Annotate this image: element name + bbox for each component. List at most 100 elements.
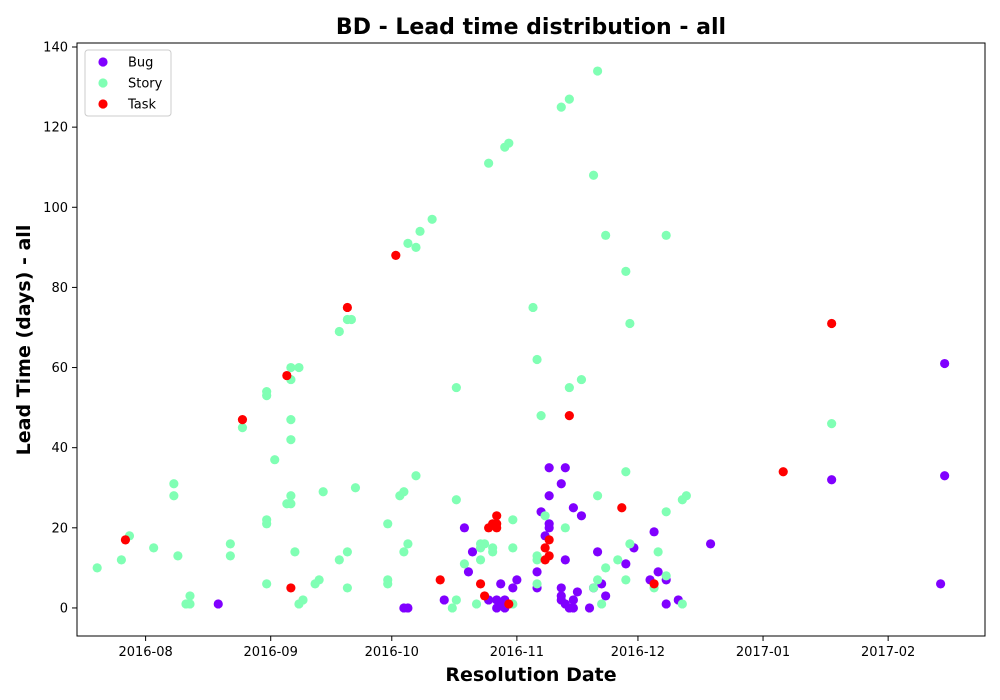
data-point-bug [556,479,566,489]
data-point-task [504,599,514,609]
legend-marker-task [98,99,108,109]
x-tick-label: 2016-09 [244,645,298,660]
data-point-story [399,547,409,557]
data-point-story [286,491,296,501]
data-point-story [621,266,631,276]
data-point-bug [532,567,542,577]
legend-marker-story [98,78,108,88]
data-point-story [334,326,344,337]
y-tick-label: 60 [51,361,68,376]
data-point-story [350,483,361,493]
data-point-story [225,551,235,561]
data-point-story [411,471,421,481]
series-bug [213,358,950,613]
data-point-story [342,547,352,557]
data-point-story [564,382,574,393]
data-point-story [592,575,603,585]
data-point-bug [705,539,716,549]
x-tick-label: 2016-12 [611,645,665,660]
data-point-story [588,583,599,593]
data-point-story [334,555,344,565]
data-point-story [588,170,599,180]
y-tick-label: 140 [43,41,68,56]
data-point-story [661,571,671,581]
data-point-story [403,539,413,549]
data-point-bug [649,527,659,537]
data-point-story [613,555,623,565]
x-axis: 2016-08 2016-09 2016-10 2016-11 2016-12 2017-… [118,636,915,660]
data-point-story [415,226,425,236]
data-point-bug [576,511,587,521]
y-tick-label: 40 [51,441,68,456]
data-point-story [576,374,587,385]
data-point-story [451,382,461,393]
data-point-task [540,543,550,553]
x-tick-label: 2016-10 [365,645,419,660]
data-point-story [451,595,461,605]
data-point-story [479,539,490,549]
data-point-bug [459,523,470,533]
data-point-story [653,547,663,557]
data-point-task [237,415,248,425]
data-point-bug [467,547,478,557]
data-point-story [342,583,352,593]
y-tick-label: 120 [43,121,68,136]
data-point-story [92,563,102,573]
data-point-bug [556,583,566,593]
data-point-task [435,575,445,585]
data-point-story [451,495,461,505]
y-tick-label: 100 [43,201,68,216]
y-axis: 0 20 40 60 80 100 120 140 [43,41,77,616]
legend-label-task: Task [127,98,157,113]
data-point-bug [544,491,554,501]
data-point-task [286,583,296,593]
data-point-story [286,415,296,425]
data-point-bug [508,583,518,593]
data-point-task [617,503,627,513]
data-point-story [592,491,603,501]
data-point-bug [592,547,603,557]
legend-label-story: Story [128,77,163,92]
data-point-story [532,354,542,365]
data-point-story [169,479,179,489]
data-point-task [282,370,292,381]
data-point-bug [661,599,671,609]
data-point-story [621,467,631,477]
data-point-story [270,455,280,465]
y-tick-label: 80 [51,281,68,296]
x-tick-label: 2017-02 [861,645,915,660]
data-point-story [564,94,574,104]
data-point-story [286,499,296,509]
data-point-story [621,575,631,585]
data-point-bug [544,523,554,533]
data-point-story [169,491,179,501]
data-point-story [294,362,304,373]
data-point-story [532,555,542,565]
legend-label-bug: Bug [128,56,153,71]
data-point-bug [584,603,595,613]
data-point-bug [560,555,570,565]
legend-marker-bug [98,57,108,67]
data-point-story [262,579,272,589]
data-point-task [827,318,837,329]
data-point-story [536,411,546,421]
data-point-story [447,603,457,613]
data-point-story [528,302,538,313]
data-point-story [556,102,566,112]
data-point-story [383,519,393,529]
chart-title: BD - Lead time distribution - all [336,15,726,40]
x-tick-label: 2016-08 [118,645,172,660]
data-point-story [116,555,126,565]
data-point-task [492,511,502,521]
data-point-story [677,599,687,609]
data-point-task [391,250,401,260]
series-task [120,250,837,609]
data-point-bug [568,603,578,613]
data-point-story [290,547,300,557]
y-tick-label: 20 [51,521,68,536]
data-point-bug [568,503,578,513]
data-point-story [601,563,611,573]
data-point-task [479,591,490,601]
data-point-bug [403,603,413,613]
data-point-task [342,302,352,313]
